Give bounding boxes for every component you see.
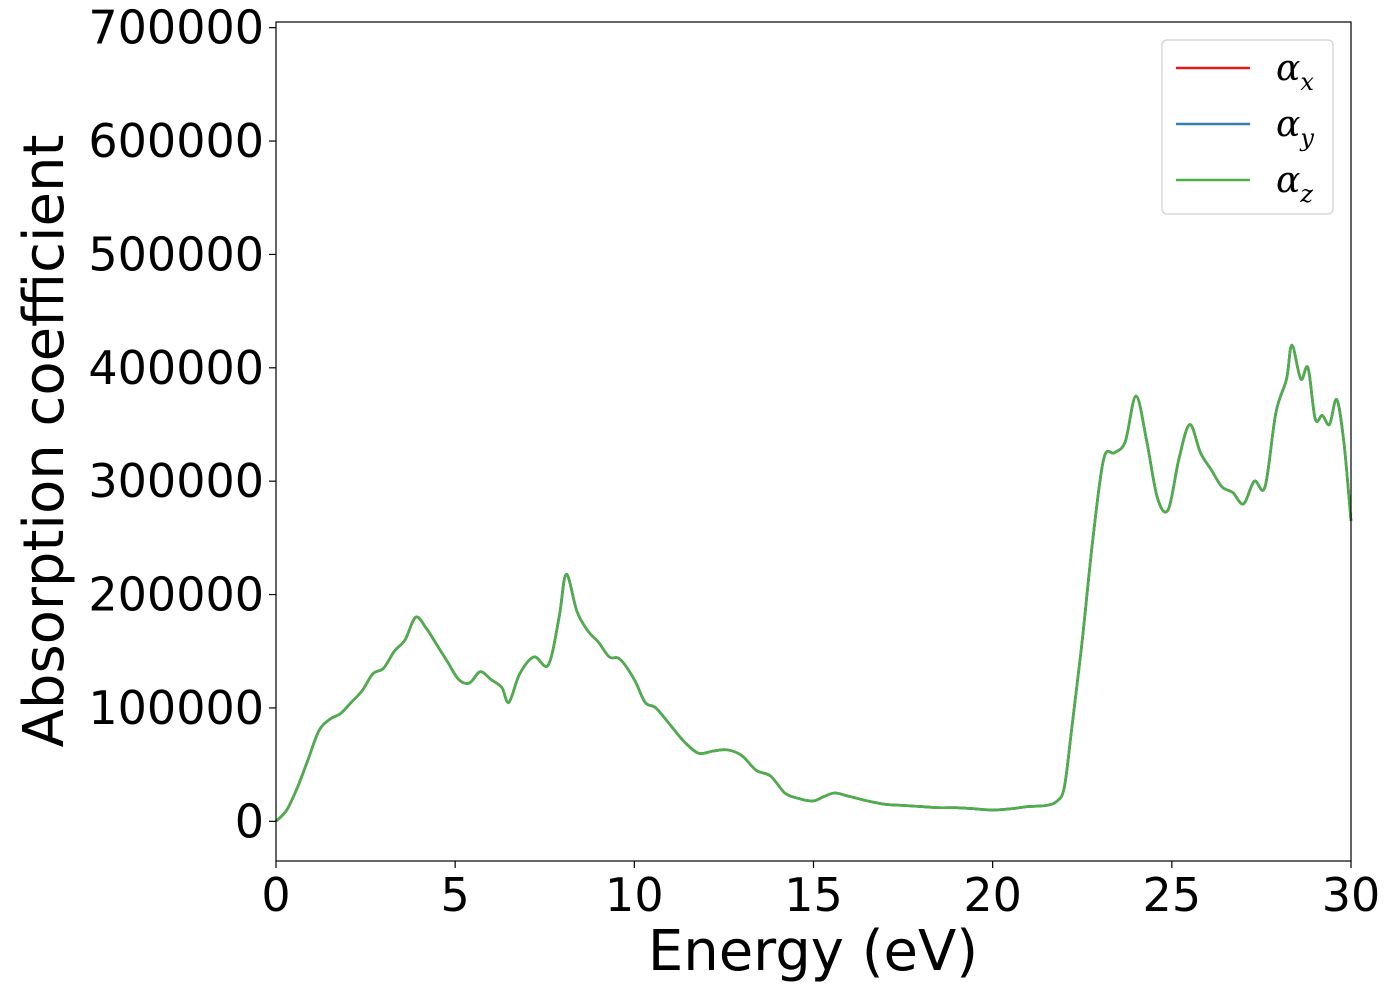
y-tick-label: 200000 [88, 568, 264, 622]
legend-subscript: y [1299, 124, 1314, 152]
legend-symbol: α [1276, 160, 1300, 201]
y-tick-label: 400000 [88, 341, 264, 395]
plot-area [275, 343, 1353, 823]
y-tick-label: 300000 [88, 454, 264, 508]
legend-subscript: x [1300, 68, 1314, 96]
x-axis: 0 5 10 15 20 25 30 [261, 861, 1380, 922]
x-axis-title: Energy (eV) [648, 919, 978, 984]
y-axis: 0 100000 200000 300000 400000 500000 600000 700… [88, 1, 276, 848]
x-tick-label: 30 [1322, 868, 1381, 922]
x-tick-label: 15 [784, 868, 843, 922]
y-tick-label: 100000 [88, 681, 264, 735]
y-tick-label: 500000 [88, 227, 264, 281]
y-axis-title: Absorption coefficient [12, 135, 77, 748]
x-tick-label: 25 [1143, 868, 1202, 922]
legend-label-x: αx [1276, 48, 1314, 96]
legend-label-y: αy [1276, 104, 1314, 152]
y-tick-label: 600000 [88, 114, 264, 168]
x-tick-label: 20 [963, 868, 1022, 922]
x-tick-label: 10 [605, 868, 664, 922]
legend-label-z: αz [1276, 160, 1313, 208]
legend-box [1161, 39, 1334, 215]
legend-symbol: α [1276, 104, 1300, 145]
legend-symbol: α [1276, 48, 1300, 89]
x-tick-label: 5 [441, 868, 470, 922]
y-tick-label: 0 [235, 794, 264, 848]
y-tick-label: 700000 [88, 1, 264, 55]
series-line-z [275, 343, 1353, 823]
x-tick-label: 0 [261, 868, 290, 922]
legend-subscript: z [1299, 180, 1313, 208]
